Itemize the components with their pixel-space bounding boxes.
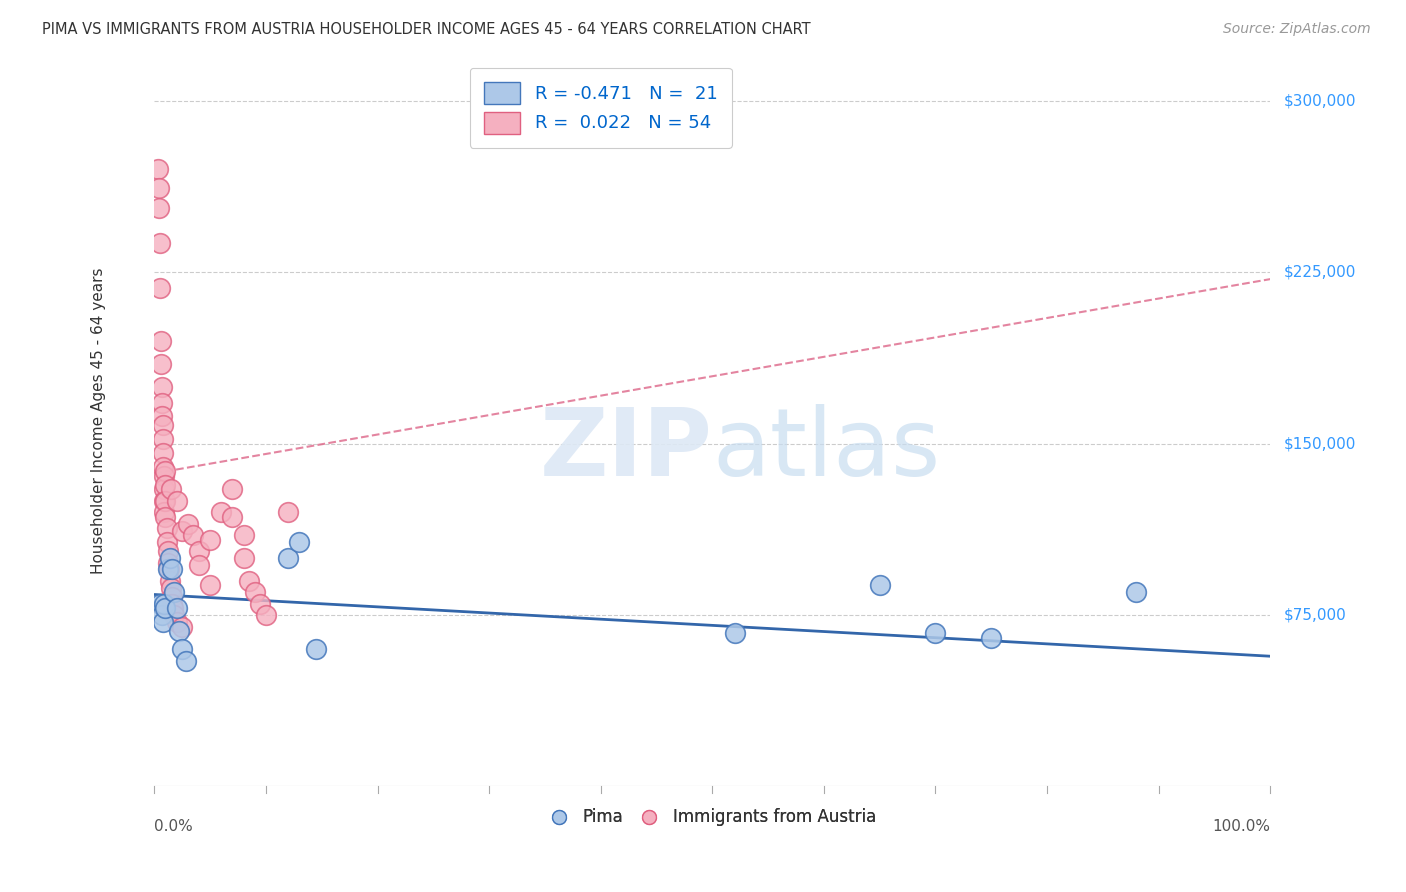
Text: Householder Income Ages 45 - 64 years: Householder Income Ages 45 - 64 years bbox=[91, 268, 105, 574]
Point bbox=[277, 505, 299, 519]
Text: $150,000: $150,000 bbox=[1284, 436, 1355, 451]
Point bbox=[177, 516, 200, 531]
Point bbox=[174, 654, 197, 668]
Point bbox=[166, 615, 188, 629]
Point bbox=[155, 493, 177, 508]
Point bbox=[238, 574, 260, 588]
Point bbox=[150, 608, 173, 623]
Point bbox=[162, 601, 184, 615]
Point bbox=[156, 544, 179, 558]
Point bbox=[254, 608, 277, 623]
Point bbox=[249, 597, 271, 611]
Point bbox=[221, 509, 243, 524]
Point bbox=[221, 483, 243, 497]
Point bbox=[152, 459, 174, 474]
Text: PIMA VS IMMIGRANTS FROM AUSTRIA HOUSEHOLDER INCOME AGES 45 - 64 YEARS CORRELATIO: PIMA VS IMMIGRANTS FROM AUSTRIA HOUSEHOL… bbox=[42, 22, 811, 37]
Point bbox=[277, 550, 299, 565]
Point bbox=[150, 395, 173, 409]
Legend: Pima, Immigrants from Austria: Pima, Immigrants from Austria bbox=[541, 802, 883, 833]
Point bbox=[160, 581, 183, 595]
Point bbox=[159, 574, 181, 588]
Point bbox=[155, 601, 177, 615]
Point bbox=[869, 578, 891, 592]
Point bbox=[188, 558, 211, 572]
Point bbox=[243, 585, 266, 599]
Point bbox=[209, 505, 232, 519]
Point bbox=[167, 624, 190, 638]
Point bbox=[152, 446, 174, 460]
Point bbox=[148, 180, 170, 194]
Text: $225,000: $225,000 bbox=[1284, 265, 1355, 280]
Text: ZIP: ZIP bbox=[540, 404, 713, 496]
Point bbox=[172, 619, 194, 633]
Point bbox=[163, 585, 186, 599]
Point bbox=[163, 608, 186, 623]
Point bbox=[153, 483, 176, 497]
Point bbox=[1125, 585, 1147, 599]
Text: $75,000: $75,000 bbox=[1284, 607, 1347, 623]
Point bbox=[305, 642, 328, 657]
Point bbox=[980, 631, 1002, 645]
Point bbox=[188, 544, 211, 558]
Point bbox=[153, 505, 176, 519]
Point bbox=[723, 626, 745, 640]
Point bbox=[160, 562, 183, 576]
Point bbox=[149, 235, 172, 250]
Point bbox=[149, 597, 172, 611]
Point bbox=[160, 597, 183, 611]
Point bbox=[153, 493, 176, 508]
Point bbox=[152, 432, 174, 446]
Point bbox=[166, 601, 188, 615]
Point bbox=[198, 578, 221, 592]
Text: 100.0%: 100.0% bbox=[1212, 820, 1270, 834]
Point bbox=[153, 468, 176, 483]
Text: atlas: atlas bbox=[713, 404, 941, 496]
Point bbox=[198, 533, 221, 547]
Point bbox=[146, 162, 169, 177]
Point bbox=[159, 550, 181, 565]
Text: Source: ZipAtlas.com: Source: ZipAtlas.com bbox=[1223, 22, 1371, 37]
Text: $300,000: $300,000 bbox=[1284, 94, 1357, 108]
Point bbox=[149, 281, 172, 295]
Point bbox=[150, 334, 173, 348]
Point bbox=[160, 483, 183, 497]
Point bbox=[924, 626, 946, 640]
Point bbox=[155, 521, 177, 535]
Point bbox=[156, 562, 179, 576]
Point bbox=[232, 528, 254, 542]
Point bbox=[152, 418, 174, 433]
Point bbox=[153, 597, 176, 611]
Point bbox=[160, 590, 183, 604]
Point bbox=[150, 357, 173, 371]
Point bbox=[152, 615, 174, 629]
Point bbox=[183, 528, 205, 542]
Point bbox=[155, 464, 177, 478]
Point bbox=[232, 550, 254, 565]
Point bbox=[150, 409, 173, 424]
Point bbox=[172, 642, 194, 657]
Point bbox=[150, 379, 173, 393]
Point bbox=[155, 509, 177, 524]
Point bbox=[166, 493, 188, 508]
Point bbox=[155, 478, 177, 492]
Point bbox=[155, 535, 177, 549]
Point bbox=[288, 535, 311, 549]
Point bbox=[157, 562, 180, 576]
Text: 0.0%: 0.0% bbox=[155, 820, 193, 834]
Point bbox=[172, 524, 194, 538]
Point bbox=[148, 201, 170, 215]
Point bbox=[156, 556, 179, 570]
